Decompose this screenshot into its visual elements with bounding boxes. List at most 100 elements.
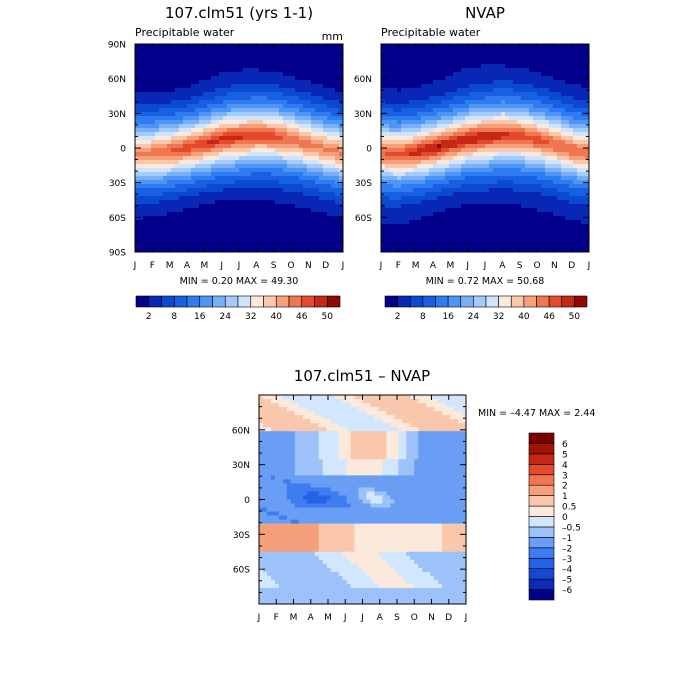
field-cell — [385, 140, 390, 145]
field-cell — [307, 56, 312, 61]
field-cell — [545, 132, 550, 137]
field-cell — [251, 80, 256, 85]
field-cell — [163, 108, 168, 113]
field-cell — [573, 68, 578, 73]
field-cell — [151, 216, 156, 221]
colorbar-swatch — [161, 295, 175, 308]
field-cell — [247, 144, 252, 149]
field-cell — [295, 88, 300, 93]
field-cell — [275, 184, 280, 189]
field-cell — [585, 188, 590, 193]
field-cell — [191, 124, 196, 129]
field-cell — [533, 80, 538, 85]
field-cell — [271, 52, 276, 57]
field-cell — [155, 220, 160, 225]
field-cell — [335, 120, 340, 125]
field-cell — [307, 52, 312, 57]
field-cell — [215, 244, 220, 249]
field-cell — [219, 220, 224, 225]
field-cell — [569, 56, 574, 61]
field-cell — [135, 144, 140, 149]
field-cell — [417, 188, 422, 193]
field-cell — [381, 168, 386, 173]
field-cell — [565, 204, 570, 209]
field-cell — [433, 48, 438, 53]
field-cell — [167, 128, 172, 133]
field-cell — [327, 196, 332, 201]
field-cell — [477, 200, 482, 205]
field-cell — [183, 140, 188, 145]
field-cell — [267, 68, 272, 73]
field-cell — [139, 124, 144, 129]
field-cell — [465, 128, 470, 133]
field-cell — [331, 52, 336, 57]
field-cell — [549, 152, 554, 157]
field-cell — [331, 100, 336, 105]
field-cell — [263, 248, 268, 253]
field-cell — [393, 52, 398, 57]
field-cell — [263, 188, 268, 193]
field-cell — [191, 196, 196, 201]
field-cell — [191, 232, 196, 237]
field-cell — [449, 68, 454, 73]
field-cell — [143, 84, 148, 89]
field-cell — [267, 168, 272, 173]
field-cell — [469, 100, 474, 105]
field-cell — [485, 104, 490, 109]
field-cell — [413, 92, 418, 97]
field-cell — [461, 128, 466, 133]
field-cell — [335, 92, 340, 97]
field-cell — [335, 140, 340, 145]
field-cell — [525, 112, 530, 117]
field-cell — [537, 160, 542, 165]
field-cell — [243, 108, 248, 113]
field-cell — [437, 196, 442, 201]
field-cell — [179, 220, 184, 225]
field-cell — [227, 212, 232, 217]
field-cell — [235, 224, 240, 229]
field-cell — [577, 60, 582, 65]
field-cell — [203, 208, 208, 213]
field-cell — [581, 48, 586, 53]
field-cell — [283, 176, 288, 181]
field-cell — [553, 84, 558, 89]
field-cell — [195, 108, 200, 113]
field-cell — [569, 160, 574, 165]
field-cell — [461, 192, 466, 197]
field-cell — [517, 100, 522, 105]
field-cell — [469, 168, 474, 173]
field-cell — [437, 204, 442, 209]
y-tick-label: 60N — [108, 75, 126, 85]
field-cell — [191, 96, 196, 101]
field-cell — [561, 172, 566, 177]
field-cell — [167, 176, 172, 181]
field-cell — [393, 80, 398, 85]
field-cell — [569, 68, 574, 73]
field-cell — [393, 68, 398, 73]
field-cell — [303, 60, 308, 65]
field-cell — [557, 44, 562, 49]
field-cell — [569, 100, 574, 105]
field-cell — [187, 236, 192, 241]
field-cell — [553, 80, 558, 85]
field-cell — [493, 88, 498, 93]
field-cell — [143, 72, 148, 77]
field-cell — [303, 236, 308, 241]
field-cell — [163, 48, 168, 53]
field-cell — [465, 124, 470, 129]
field-cell — [437, 92, 442, 97]
field-cell — [187, 80, 192, 85]
field-cell — [331, 148, 336, 153]
field-cell — [147, 136, 152, 141]
field-cell — [401, 60, 406, 65]
field-cell — [187, 68, 192, 73]
field-cell — [573, 172, 578, 177]
field-cell — [271, 224, 276, 229]
field-cell — [263, 140, 268, 145]
field-cell — [573, 52, 578, 57]
field-cell — [171, 88, 176, 93]
field-cell — [445, 72, 450, 77]
field-cell — [457, 144, 462, 149]
field-cell — [207, 236, 212, 241]
field-cell — [243, 84, 248, 89]
